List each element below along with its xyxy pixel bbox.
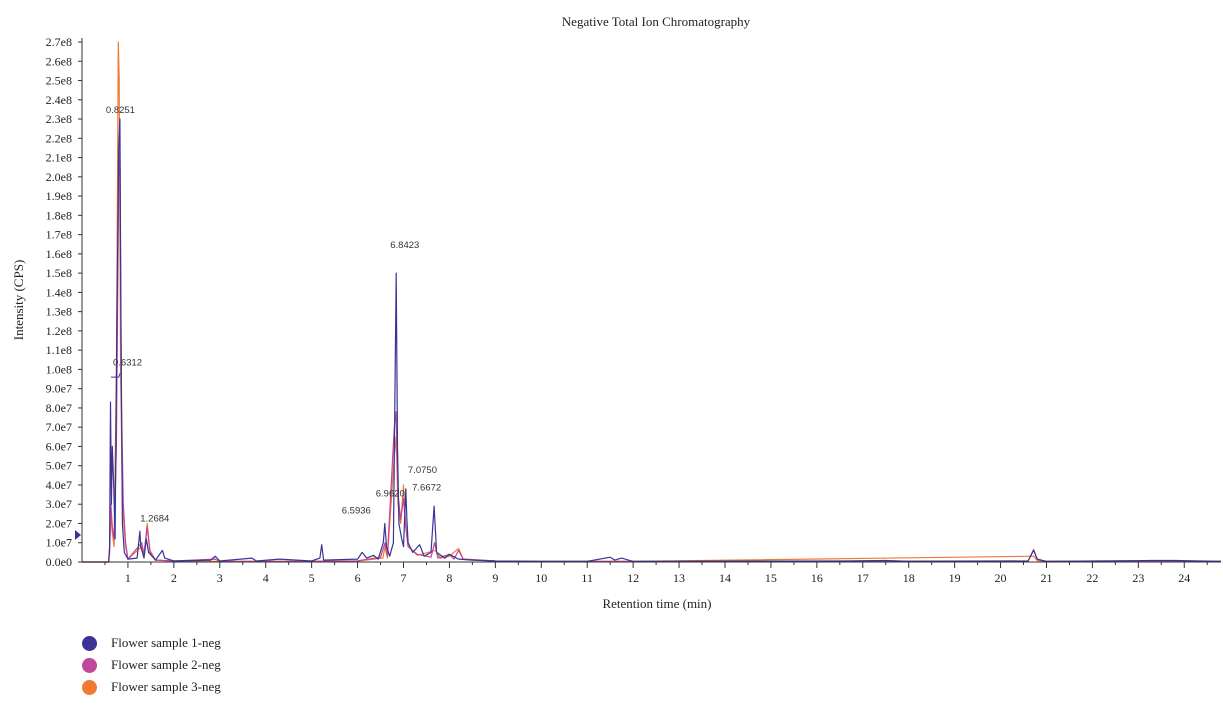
y-axis-title: Intensity (CPS) xyxy=(11,260,26,341)
y-tick-label: 2.3e8 xyxy=(46,112,72,126)
y-tick-label: 2.1e8 xyxy=(46,151,72,165)
y-tick-label: 2.6e8 xyxy=(46,54,72,68)
x-tick-label: 10 xyxy=(535,571,547,585)
x-tick-label: 6 xyxy=(355,571,361,585)
x-tick-label: 5 xyxy=(309,571,315,585)
legend-marker-icon xyxy=(82,679,97,695)
y-tick-label: 9.0e7 xyxy=(46,382,72,396)
legend-label: Flower sample 3-neg xyxy=(111,679,221,694)
y-tick-label: 1.1e8 xyxy=(46,343,72,357)
legend-label: Flower sample 1-neg xyxy=(111,635,221,650)
x-tick-label: 20 xyxy=(995,571,1007,585)
legend-marker-icon xyxy=(82,635,97,651)
y-tick-label: 1.2e8 xyxy=(46,324,72,338)
y-tick-label: 2.7e8 xyxy=(46,35,72,49)
y-axis-ticks: 0.0e0 1.0e7 2.0e7 3.0e7 4.0e7 5.0e7 6.0e7 7.0e7… xyxy=(46,35,82,569)
y-tick-label: 6.0e7 xyxy=(46,439,72,453)
peak-annotations: 0.8251 0.6312 1.2684 6.8423 7.0750 7.6672 6.96… xyxy=(106,105,441,524)
y-tick-label: 2.0e8 xyxy=(46,170,72,184)
x-tick-label: 19 xyxy=(949,571,961,585)
x-tick-label: 22 xyxy=(1086,571,1098,585)
y-tick-label: 2.2e8 xyxy=(46,131,72,145)
y-tick-label: 1.3e8 xyxy=(46,305,72,319)
x-tick-label: 1 xyxy=(125,571,131,585)
x-tick-label: 15 xyxy=(765,571,777,585)
x-axis-title: Retention time (min) xyxy=(602,596,711,611)
legend-label: Flower sample 2-neg xyxy=(111,657,221,672)
peak-label: 6.9620 xyxy=(376,488,405,499)
peak-label: 6.8423 xyxy=(390,240,419,251)
axis-marker-arrow-icon xyxy=(75,530,81,541)
y-tick-label: 4.0e7 xyxy=(46,478,72,492)
x-tick-label: 2 xyxy=(171,571,177,585)
chart-title: Negative Total Ion Chromatography xyxy=(562,14,751,29)
series-lines xyxy=(82,41,1222,563)
peak-label: 0.6312 xyxy=(113,357,142,368)
y-tick-label: 1.5e8 xyxy=(46,266,72,280)
x-tick-label: 18 xyxy=(903,571,915,585)
y-tick-label: 8.0e7 xyxy=(46,401,72,415)
peak-label: 1.2684 xyxy=(140,513,169,524)
x-tick-label: 7 xyxy=(400,571,406,585)
y-tick-label: 1.0e8 xyxy=(46,362,72,376)
y-tick-label: 1.0e7 xyxy=(46,536,72,550)
x-tick-label: 9 xyxy=(492,571,498,585)
x-tick-label: 24 xyxy=(1178,571,1190,585)
y-tick-label: 1.9e8 xyxy=(46,189,72,203)
x-tick-label: 11 xyxy=(581,571,593,585)
legend-item-sample-2[interactable]: Flower sample 2-neg xyxy=(82,654,221,676)
y-tick-label: 2.0e7 xyxy=(46,516,72,530)
x-axis-ticks: 1 2 3 4 5 6 7 8 9 10 11 12 13 14 15 16 17 18 19 20 21 22 23 24 xyxy=(104,562,1208,585)
x-tick-label: 14 xyxy=(719,571,731,585)
x-tick-label: 3 xyxy=(217,571,223,585)
series-line-2 xyxy=(82,157,1221,563)
y-tick-label: 7.0e7 xyxy=(46,420,72,434)
y-tick-label: 1.8e8 xyxy=(46,208,72,222)
x-tick-label: 17 xyxy=(857,571,869,585)
axes: 0.0e0 1.0e7 2.0e7 3.0e7 4.0e7 5.0e7 6.0e7 7.0e7… xyxy=(46,35,1221,585)
x-tick-label: 8 xyxy=(446,571,452,585)
legend-marker-icon xyxy=(82,657,97,673)
series-line-1 xyxy=(82,118,1222,563)
x-tick-label: 12 xyxy=(627,571,639,585)
series-line-3 xyxy=(82,41,1221,563)
y-tick-label: 1.7e8 xyxy=(46,228,72,242)
y-tick-label: 5.0e7 xyxy=(46,459,72,473)
legend-item-sample-1[interactable]: Flower sample 1-neg xyxy=(82,632,221,654)
legend-item-sample-3[interactable]: Flower sample 3-neg xyxy=(82,676,221,698)
y-tick-label: 2.5e8 xyxy=(46,74,72,88)
peak-label: 0.8251 xyxy=(106,105,135,116)
y-tick-label: 3.0e7 xyxy=(46,497,72,511)
peak-label: 7.0750 xyxy=(408,465,437,476)
y-tick-label: 0.0e0 xyxy=(46,555,72,569)
y-tick-label: 2.4e8 xyxy=(46,93,72,107)
peak-label: 6.5936 xyxy=(342,506,371,517)
y-tick-label: 1.4e8 xyxy=(46,285,72,299)
x-tick-label: 21 xyxy=(1040,571,1052,585)
peak-label: 7.6672 xyxy=(412,482,441,493)
y-tick-label: 1.6e8 xyxy=(46,247,72,261)
x-tick-label: 16 xyxy=(811,571,823,585)
legend: Flower sample 1-neg Flower sample 2-neg … xyxy=(82,632,221,698)
x-tick-label: 13 xyxy=(673,571,685,585)
x-tick-label: 23 xyxy=(1132,571,1144,585)
x-tick-label: 4 xyxy=(263,571,269,585)
annotation-connector xyxy=(110,373,121,378)
